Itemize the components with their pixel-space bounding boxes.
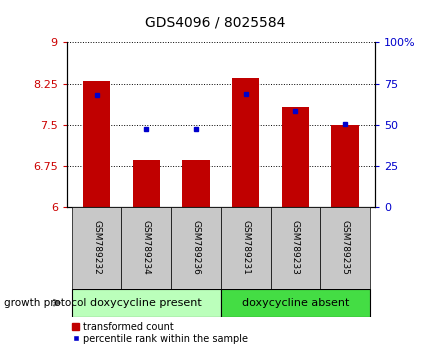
Bar [281, 107, 308, 207]
Text: growth protocol: growth protocol [4, 298, 86, 308]
Bar [331, 125, 358, 207]
Text: GSM789232: GSM789232 [92, 221, 101, 275]
Text: GSM789236: GSM789236 [191, 220, 200, 275]
Text: doxycycline present: doxycycline present [90, 298, 202, 308]
Bar [132, 160, 160, 207]
Bar [72, 289, 221, 317]
Text: doxycycline absent: doxycycline absent [241, 298, 348, 308]
Text: GSM789233: GSM789233 [290, 220, 299, 275]
Bar [121, 207, 171, 289]
Bar [319, 207, 369, 289]
Bar [171, 207, 221, 289]
Legend: transformed count, percentile rank within the sample: transformed count, percentile rank withi… [71, 322, 248, 344]
Bar [72, 207, 121, 289]
Bar [231, 78, 259, 207]
Text: GSM789231: GSM789231 [241, 220, 250, 275]
Text: GDS4096 / 8025584: GDS4096 / 8025584 [145, 16, 285, 30]
Bar [182, 160, 209, 207]
Bar [221, 289, 369, 317]
Text: GSM789234: GSM789234 [141, 221, 150, 275]
Text: GSM789235: GSM789235 [340, 220, 349, 275]
Bar [83, 81, 110, 207]
Bar [221, 207, 270, 289]
Bar [270, 207, 319, 289]
